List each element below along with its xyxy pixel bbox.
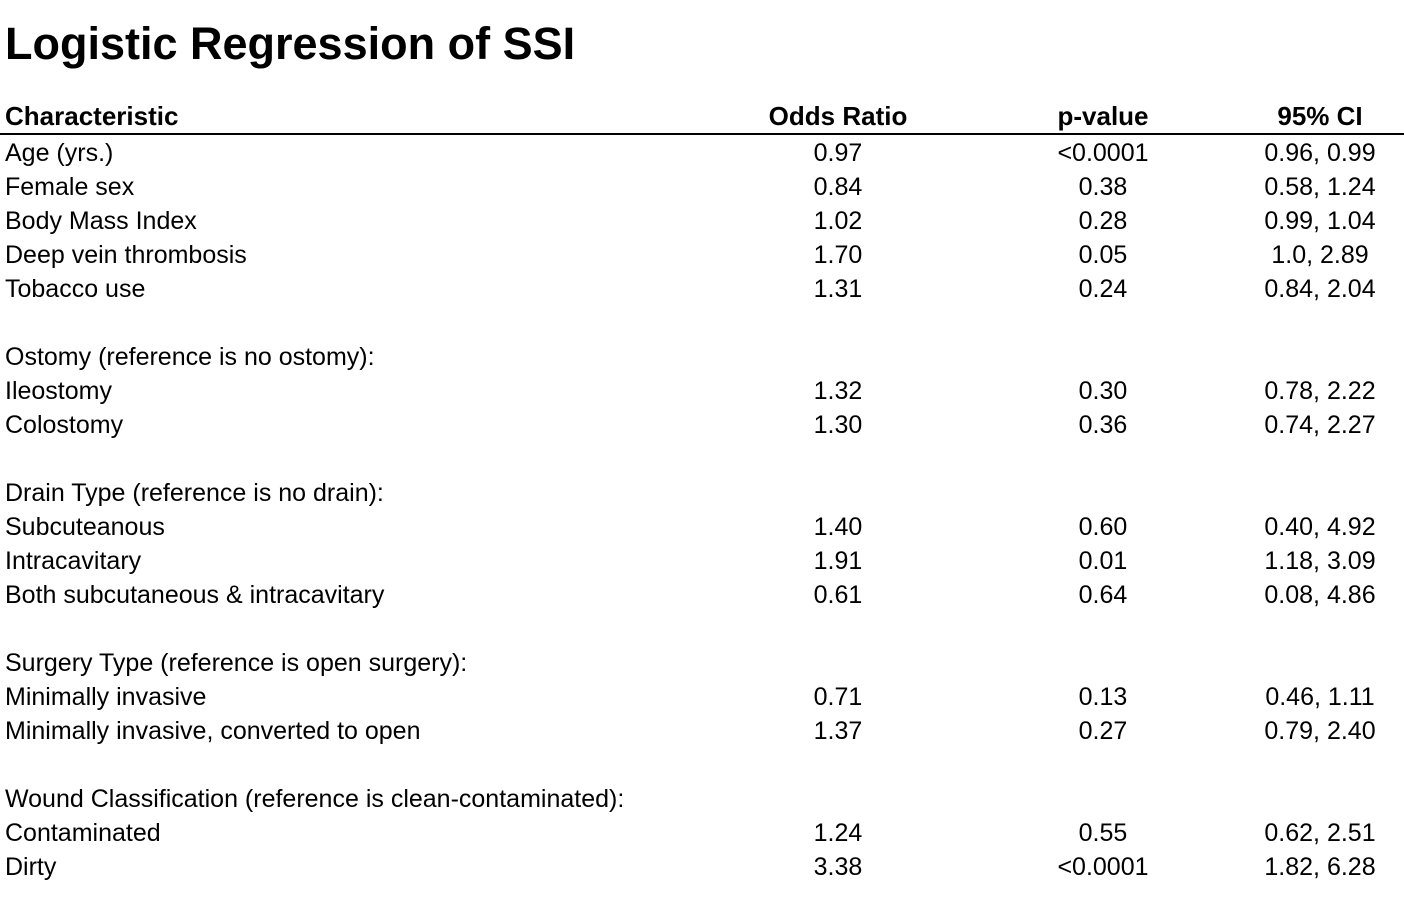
row-characteristic: Both subcutaneous & intracavitary	[5, 581, 385, 609]
table-row: Drain Type (reference is no drain):	[0, 476, 1404, 510]
row-odds-ratio: 1.31	[813, 275, 863, 303]
row-95-ci: 0.74, 2.27	[1264, 411, 1376, 439]
row-p-value: 0.38	[1078, 173, 1128, 201]
row-characteristic: Minimally invasive, converted to open	[5, 717, 421, 745]
row-95-ci: 0.96, 0.99	[1264, 139, 1376, 167]
table-row: Both subcutaneous & intracavitary 0.61 0.6…	[0, 578, 1404, 612]
row-characteristic: Wound Classification (reference is clean…	[5, 785, 625, 813]
row-odds-ratio: 1.70	[813, 241, 863, 269]
row-odds-ratio: 1.24	[813, 819, 863, 847]
row-odds-ratio: 1.30	[813, 411, 863, 439]
table-row	[0, 442, 1404, 476]
table-header: Characteristic Odds Ratio p-value 95% CI	[0, 98, 1404, 132]
row-odds-ratio: 1.37	[813, 717, 863, 745]
row-p-value: <0.0001	[1057, 853, 1149, 881]
table-row: Dirty 3.38 <0.0001 1.82, 6.28	[0, 850, 1404, 884]
table-row: Minimally invasive 0.71 0.13 0.46, 1.11	[0, 680, 1404, 714]
table-row: Wound Classification (reference is clean…	[0, 782, 1404, 816]
row-characteristic: Colostomy	[5, 411, 124, 439]
page-title: Logistic Regression of SSI	[5, 18, 576, 69]
row-95-ci: 0.79, 2.40	[1264, 717, 1376, 745]
row-characteristic: Body Mass Index	[5, 207, 197, 235]
row-characteristic: Ileostomy	[5, 377, 112, 405]
row-95-ci: 0.58, 1.24	[1264, 173, 1376, 201]
row-p-value: 0.05	[1078, 241, 1128, 269]
table-row: Deep vein thrombosis 1.70 0.05 1.0, 2.89	[0, 238, 1404, 272]
row-95-ci: 0.99, 1.04	[1264, 207, 1376, 235]
row-95-ci: 0.84, 2.04	[1264, 275, 1376, 303]
table-row: Ileostomy 1.32 0.30 0.78, 2.22	[0, 374, 1404, 408]
column-header-characteristic: Characteristic	[5, 101, 179, 131]
row-odds-ratio: 3.38	[813, 853, 863, 881]
table-row: Intracavitary 1.91 0.01 1.18, 3.09	[0, 544, 1404, 578]
row-odds-ratio: 1.32	[813, 377, 863, 405]
row-odds-ratio: 0.61	[813, 581, 863, 609]
row-odds-ratio: 0.84	[813, 173, 863, 201]
row-p-value: 0.60	[1078, 513, 1128, 541]
row-p-value: <0.0001	[1057, 139, 1149, 167]
row-p-value: 0.36	[1078, 411, 1128, 439]
row-95-ci: 0.62, 2.51	[1264, 819, 1376, 847]
row-95-ci: 1.18, 3.09	[1264, 547, 1376, 575]
row-odds-ratio: 0.97	[813, 139, 863, 167]
row-characteristic: Dirty	[5, 853, 57, 881]
row-characteristic: Drain Type (reference is no drain):	[5, 479, 384, 507]
row-odds-ratio: 1.40	[813, 513, 863, 541]
table-row: Contaminated 1.24 0.55 0.62, 2.51	[0, 816, 1404, 850]
table-row	[0, 612, 1404, 646]
row-p-value: 0.64	[1078, 581, 1128, 609]
row-p-value: 0.24	[1078, 275, 1128, 303]
row-p-value: 0.01	[1078, 547, 1128, 575]
table-row: Female sex 0.84 0.38 0.58, 1.24	[0, 170, 1404, 204]
table-row: Body Mass Index 1.02 0.28 0.99, 1.04	[0, 204, 1404, 238]
table-row	[0, 748, 1404, 782]
row-95-ci: 1.0, 2.89	[1271, 241, 1369, 269]
table-row: Ostomy (reference is no ostomy):	[0, 340, 1404, 374]
row-95-ci: 1.82, 6.28	[1264, 853, 1376, 881]
column-header-p-value: p-value	[1057, 101, 1149, 131]
column-header-95-ci: 95% CI	[1277, 101, 1363, 131]
row-characteristic: Tobacco use	[5, 275, 146, 303]
row-95-ci: 0.78, 2.22	[1264, 377, 1376, 405]
row-characteristic: Subcuteanous	[5, 513, 165, 541]
row-95-ci: 0.46, 1.11	[1265, 683, 1375, 711]
row-characteristic: Ostomy (reference is no ostomy):	[5, 343, 375, 371]
row-characteristic: Contaminated	[5, 819, 161, 847]
table-row: Age (yrs.) 0.97 <0.0001 0.96, 0.99	[0, 136, 1404, 170]
row-characteristic: Female sex	[5, 173, 135, 201]
column-header-odds-ratio: Odds Ratio	[768, 101, 908, 131]
row-95-ci: 0.40, 4.92	[1264, 513, 1376, 541]
table-body: Age (yrs.) 0.97 <0.0001 0.96, 0.99 Female se…	[0, 136, 1404, 884]
row-odds-ratio: 1.02	[813, 207, 863, 235]
row-p-value: 0.13	[1078, 683, 1128, 711]
row-characteristic: Intracavitary	[5, 547, 142, 575]
table-row: Minimally invasive, converted to open 1.3…	[0, 714, 1404, 748]
row-p-value: 0.30	[1078, 377, 1128, 405]
table-row	[0, 306, 1404, 340]
row-95-ci: 0.08, 4.86	[1264, 581, 1376, 609]
table-row: Colostomy 1.30 0.36 0.74, 2.27	[0, 408, 1404, 442]
row-characteristic: Minimally invasive	[5, 683, 207, 711]
table-row: Tobacco use 1.31 0.24 0.84, 2.04	[0, 272, 1404, 306]
row-characteristic: Age (yrs.)	[5, 139, 114, 167]
row-p-value: 0.28	[1078, 207, 1128, 235]
table-row: Subcuteanous 1.40 0.60 0.40, 4.92	[0, 510, 1404, 544]
row-characteristic: Deep vein thrombosis	[5, 241, 247, 269]
row-p-value: 0.27	[1078, 717, 1128, 745]
row-p-value: 0.55	[1078, 819, 1128, 847]
row-odds-ratio: 1.91	[813, 547, 863, 575]
table-row: Surgery Type (reference is open surgery)…	[0, 646, 1404, 680]
row-characteristic: Surgery Type (reference is open surgery)…	[5, 649, 468, 677]
header-rule	[0, 133, 1404, 135]
row-odds-ratio: 0.71	[813, 683, 863, 711]
